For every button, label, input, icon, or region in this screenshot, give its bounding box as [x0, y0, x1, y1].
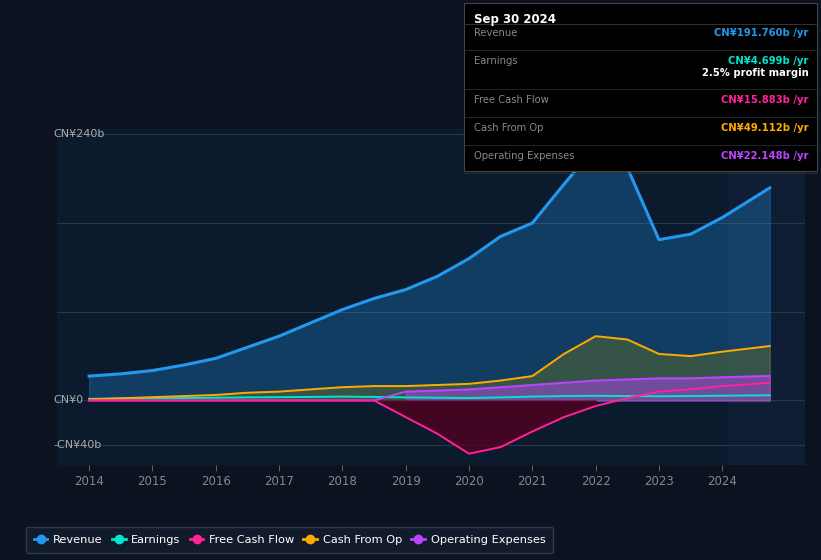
Text: Cash From Op: Cash From Op [474, 123, 544, 133]
Text: CN¥15.883b /yr: CN¥15.883b /yr [721, 95, 809, 105]
Text: CN¥0: CN¥0 [53, 395, 84, 405]
Text: CN¥4.699b /yr: CN¥4.699b /yr [728, 56, 809, 66]
Text: Operating Expenses: Operating Expenses [474, 151, 574, 161]
Text: CN¥240b: CN¥240b [53, 129, 105, 139]
Text: -CN¥40b: -CN¥40b [53, 440, 102, 450]
Text: Free Cash Flow: Free Cash Flow [474, 95, 548, 105]
Text: CN¥49.112b /yr: CN¥49.112b /yr [721, 123, 809, 133]
Text: 2.5% profit margin: 2.5% profit margin [702, 68, 809, 78]
Text: Revenue: Revenue [474, 28, 517, 38]
Text: CN¥22.148b /yr: CN¥22.148b /yr [721, 151, 809, 161]
Text: CN¥191.760b /yr: CN¥191.760b /yr [714, 28, 809, 38]
Text: Earnings: Earnings [474, 56, 517, 66]
Legend: Revenue, Earnings, Free Cash Flow, Cash From Op, Operating Expenses: Revenue, Earnings, Free Cash Flow, Cash … [25, 527, 553, 553]
Bar [728, 129, 805, 465]
Text: Sep 30 2024: Sep 30 2024 [474, 13, 556, 26]
